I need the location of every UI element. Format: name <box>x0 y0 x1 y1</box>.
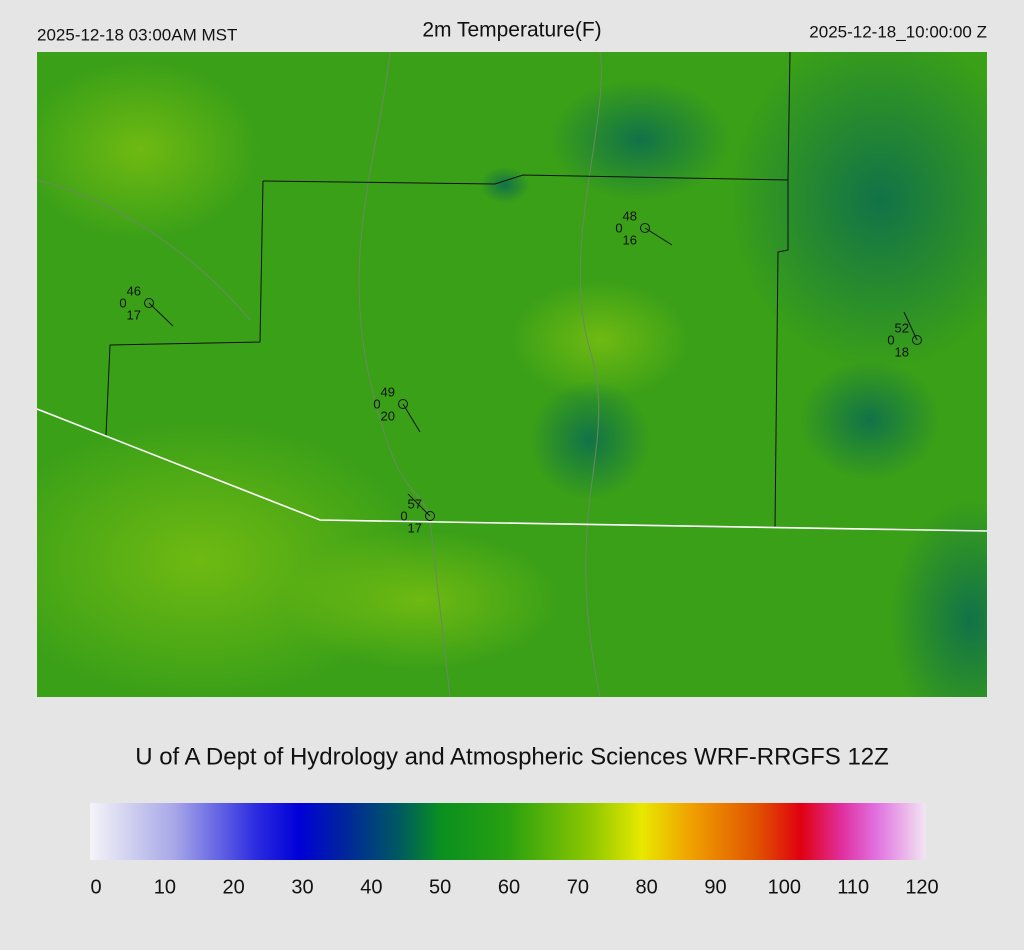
colorbar-tick-label: 10 <box>154 876 176 898</box>
station-code: 0 <box>615 220 622 235</box>
contour <box>358 52 451 697</box>
station-code: 0 <box>887 332 894 347</box>
station-code: 0 <box>400 508 407 523</box>
station-circle <box>398 399 408 409</box>
station-dew: 17 <box>127 307 141 322</box>
station-temp: 48 <box>623 208 637 223</box>
colorbar-tick-label: 70 <box>567 876 589 898</box>
warm-area <box>280 530 560 670</box>
colorbar <box>90 803 926 860</box>
station-code: 0 <box>373 396 380 411</box>
colorbar-tick-label: 30 <box>291 876 313 898</box>
station-dew: 18 <box>895 344 909 359</box>
contour <box>37 179 251 321</box>
wind-barb <box>148 302 174 327</box>
colorbar-tick-label: 120 <box>905 876 938 898</box>
cool-area <box>530 380 650 500</box>
cool-area <box>480 167 530 203</box>
colorbar-tick-label: 50 <box>429 876 451 898</box>
station-code: 0 <box>119 295 126 310</box>
cool-area <box>800 360 940 480</box>
wind-barb <box>903 311 918 341</box>
credit: U of A Dept of Hydrology and Atmospheric… <box>135 743 889 770</box>
station-temp: 49 <box>381 384 395 399</box>
wind-barb <box>402 403 421 433</box>
station-circle <box>912 335 922 345</box>
colorbar-tick-label: 20 <box>223 876 245 898</box>
colorbar-tick-label: 0 <box>90 876 101 898</box>
station-circle <box>640 223 650 233</box>
wind-barb <box>644 227 673 246</box>
colorbar-tick-label: 110 <box>837 876 869 898</box>
colorbar-tick-label: 80 <box>636 876 658 898</box>
map <box>37 52 987 697</box>
utc-time: 2025-12-18_10:00:00 Z <box>809 22 987 41</box>
colorbar-tick-label: 90 <box>704 876 726 898</box>
warm-area <box>510 280 690 400</box>
warm-area <box>37 60 260 240</box>
colorbar-tick-label: 100 <box>768 876 801 898</box>
boundary <box>105 180 264 436</box>
station-dew: 17 <box>408 520 422 535</box>
wind-barb <box>407 493 431 517</box>
map-title: 2m Temperature(F) <box>422 19 601 42</box>
local-time: 2025-12-18 03:00AM MST <box>37 25 237 44</box>
cool-area <box>890 500 987 697</box>
border <box>37 408 987 532</box>
cool-area <box>730 52 987 370</box>
station-circle <box>425 511 435 521</box>
station-temp: 46 <box>127 283 141 298</box>
contour <box>579 52 602 697</box>
colorbar-ticks: 0 10 20 30 40 50 60 70 80 90 100 110 120 <box>90 876 938 898</box>
station-circle <box>144 298 154 308</box>
station-dew: 16 <box>623 232 637 247</box>
station-temp: 57 <box>408 496 422 511</box>
station-dew: 20 <box>381 408 395 423</box>
colorbar-tick-label: 40 <box>360 876 382 898</box>
boundary <box>787 52 791 181</box>
colorbar-tick-label: 60 <box>498 876 520 898</box>
cool-area <box>550 80 730 200</box>
station-temp: 52 <box>895 320 909 335</box>
